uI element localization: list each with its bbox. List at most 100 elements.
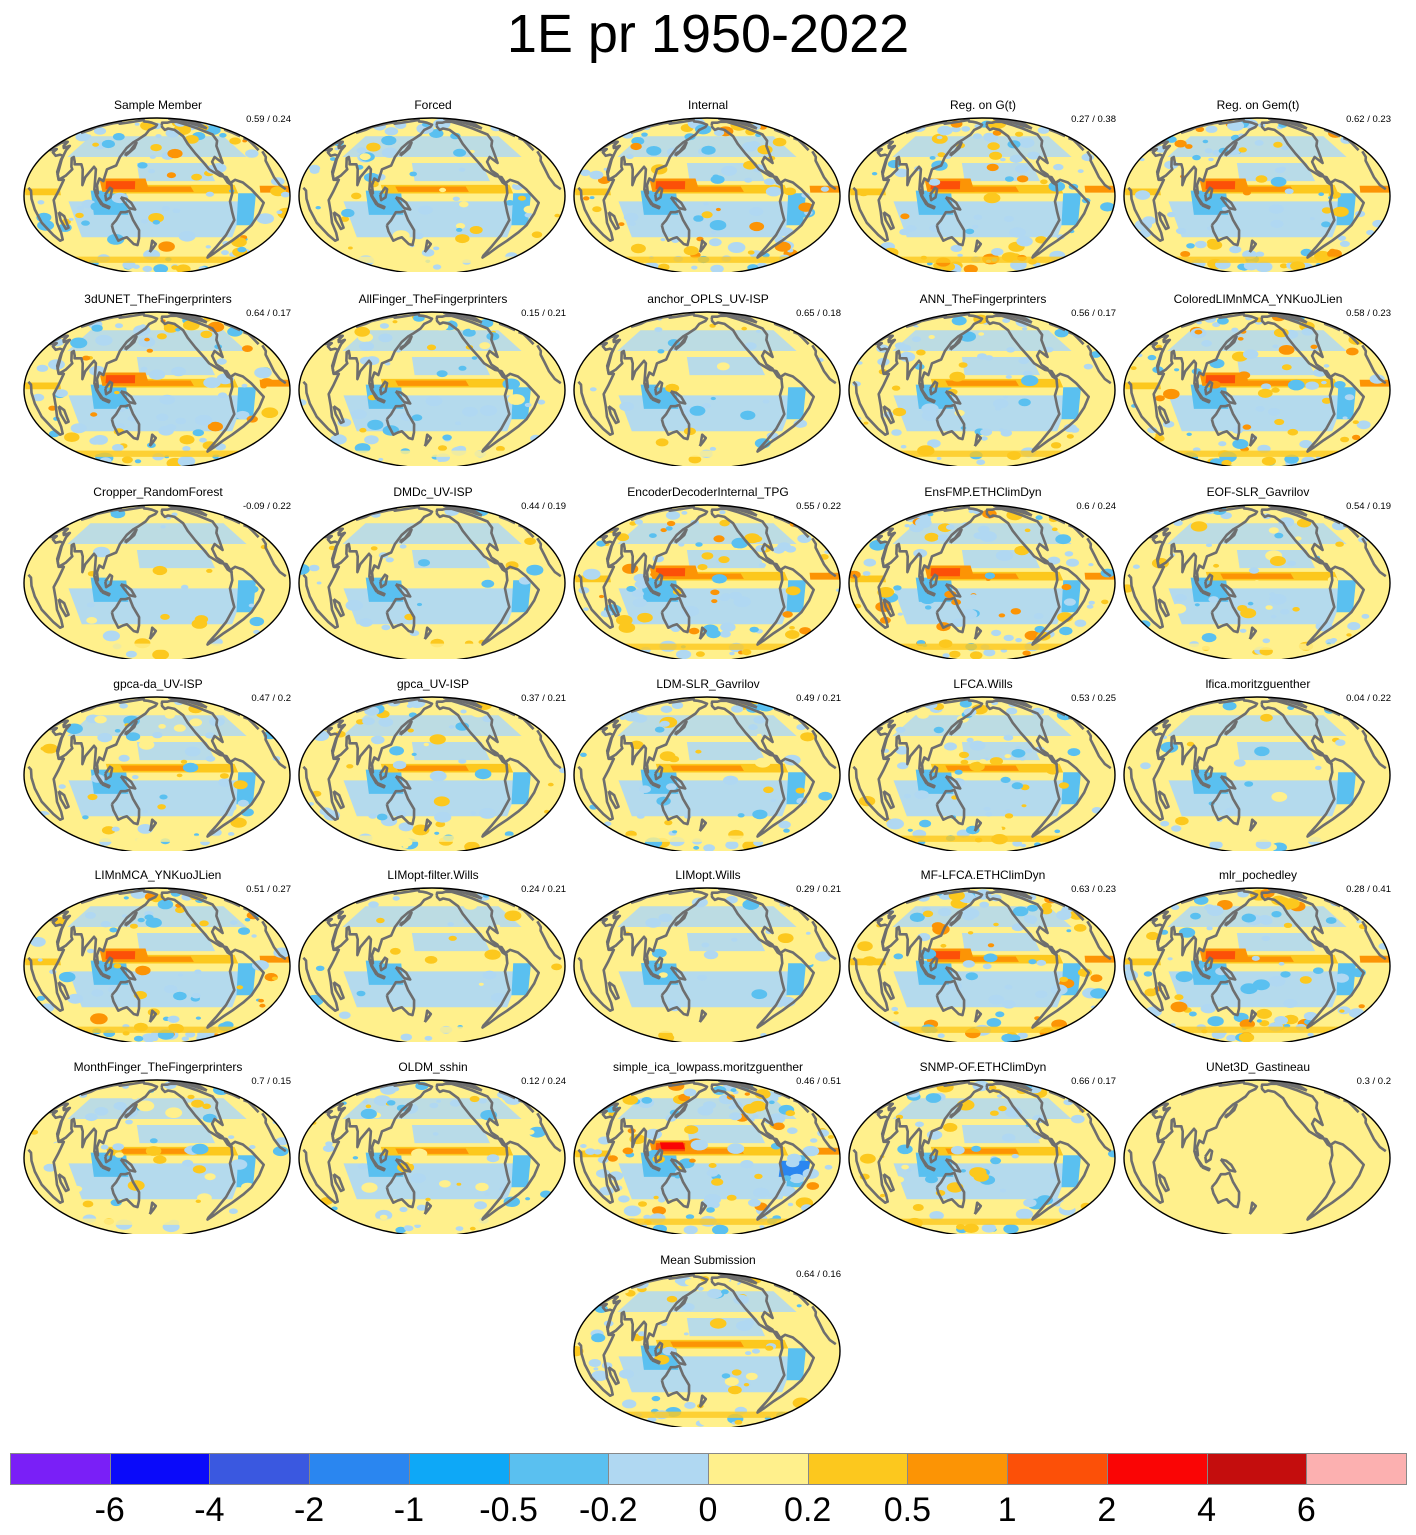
- panel-title: OLDM_sshin: [398, 1060, 468, 1074]
- panel-stats: 0.49 / 0.21: [796, 693, 841, 704]
- map-panel: gpca-da_UV-ISP 0.47 / 0.2: [23, 677, 303, 857]
- globe-map: [1123, 117, 1391, 272]
- globe-map: [573, 696, 841, 851]
- panel-title: simple_ica_lowpass.moritzguenther: [612, 1060, 804, 1074]
- colorbar-swatch: [708, 1453, 809, 1485]
- panel-stats: 0.54 / 0.19: [1346, 501, 1391, 512]
- colorbar-tick-label: -4: [194, 1491, 225, 1529]
- map-panel: anchor_OPLS_UV-ISP 0.65 / 0.18: [573, 292, 853, 472]
- map-panel: SNMP-OF.ETHClimDyn 0.66 / 0.17: [848, 1060, 1128, 1240]
- panel-stats: 0.55 / 0.22: [796, 501, 841, 512]
- globe-map: [848, 1079, 1116, 1234]
- panel-title: Reg. on Gem(t): [1216, 98, 1300, 112]
- panel-stats: 0.65 / 0.18: [796, 308, 841, 319]
- panel-stats: 0.28 / 0.41: [1346, 884, 1391, 895]
- colorbar-tick-label: 1: [997, 1491, 1017, 1529]
- map-panel: MonthFinger_TheFingerprinters 0.7 / 0.15: [23, 1060, 303, 1240]
- panel-title: ColoredLIMnMCA_YNKuoJLien: [1173, 292, 1343, 306]
- colorbar-tick-label: 0.5: [883, 1491, 932, 1529]
- colorbar: [10, 1453, 1407, 1487]
- globe-map: [23, 887, 291, 1042]
- globe-map: [1123, 1079, 1391, 1234]
- globe-map: [298, 1079, 566, 1234]
- map-panel: gpca_UV-ISP 0.37 / 0.21: [298, 677, 578, 857]
- panel-title: gpca_UV-ISP: [396, 677, 470, 691]
- panel-stats: 0.37 / 0.21: [521, 693, 566, 704]
- panel-title: Mean Submission: [660, 1253, 756, 1267]
- map-panel: EnsFMP.ETHClimDyn 0.6 / 0.24: [848, 485, 1128, 665]
- panel-stats: 0.7 / 0.15: [251, 1076, 291, 1087]
- panel-title: ANN_TheFingerprinters: [919, 292, 1047, 306]
- colorbar-labels: -6 -4 -2 -1 -0.5 -0.2 0 0.2 0.5 1 2 4 6: [0, 1488, 1416, 1533]
- map-panel: LIMopt-filter.Wills 0.24 / 0.21: [298, 868, 578, 1048]
- map-panel: Forced: [298, 98, 578, 278]
- globe-map: [1123, 887, 1391, 1042]
- globe-map: [848, 696, 1116, 851]
- panel-title: Forced: [414, 98, 452, 112]
- panel-stats: 0.63 / 0.23: [1071, 884, 1116, 895]
- panel-stats: 0.59 / 0.24: [246, 114, 291, 125]
- colorbar-swatch: [807, 1453, 909, 1485]
- map-panel: OLDM_sshin 0.12 / 0.24: [298, 1060, 578, 1240]
- map-panel: Mean Submission 0.64 / 0.16: [573, 1253, 853, 1433]
- panel-stats: 0.29 / 0.21: [796, 884, 841, 895]
- globe-map: [848, 117, 1116, 272]
- globe-map: [848, 311, 1116, 466]
- panel-stats: 0.6 / 0.24: [1076, 501, 1116, 512]
- globe-map: [23, 117, 291, 272]
- colorbar-swatch: [109, 1453, 211, 1485]
- panel-title: mlr_pochedley: [1218, 868, 1298, 882]
- panel-title: EnsFMP.ETHClimDyn: [924, 485, 1042, 499]
- panel-stats: 0.47 / 0.2: [251, 693, 291, 704]
- panel-title: LDM-SLR_Gavrilov: [656, 677, 760, 691]
- colorbar-swatch: [209, 1453, 311, 1485]
- globe-map: [298, 117, 566, 272]
- panel-stats: 0.62 / 0.23: [1346, 114, 1391, 125]
- map-panel: ANN_TheFingerprinters 0.56 / 0.17: [848, 292, 1128, 472]
- map-panel: MF-LFCA.ETHClimDyn 0.63 / 0.23: [848, 868, 1128, 1048]
- colorbar-tick-label: -2: [293, 1491, 325, 1529]
- colorbar-tick-label: 2: [1097, 1491, 1117, 1529]
- globe-map: [23, 696, 291, 851]
- globe-map: [23, 311, 291, 466]
- colorbar-tick-label: -0.2: [579, 1491, 638, 1529]
- panel-title: LIMopt-filter.Wills: [387, 868, 479, 882]
- panel-stats: 0.53 / 0.25: [1071, 693, 1116, 704]
- map-panel: LIMnMCA_YNKuoJLien 0.51 / 0.27: [23, 868, 303, 1048]
- map-panel: mlr_pochedley 0.28 / 0.41: [1123, 868, 1403, 1048]
- panel-stats: 0.66 / 0.17: [1071, 1076, 1116, 1087]
- panel-title: Sample Member: [113, 98, 203, 112]
- panel-title: LFCA.Wills: [953, 677, 1013, 691]
- map-panel: Sample Member 0.59 / 0.24: [23, 98, 303, 278]
- map-panel: EOF-SLR_Gavrilov 0.54 / 0.19: [1123, 485, 1403, 665]
- colorbar-tick-label: -6: [94, 1491, 125, 1529]
- map-panel: lfica.moritzguenther 0.04 / 0.22: [1123, 677, 1403, 857]
- globe-map: [573, 504, 841, 659]
- panel-stats: 0.58 / 0.23: [1346, 308, 1391, 319]
- panel-stats: 0.56 / 0.17: [1071, 308, 1116, 319]
- panel-title: anchor_OPLS_UV-ISP: [647, 292, 769, 306]
- panel-stats: 0.64 / 0.16: [796, 1269, 841, 1280]
- map-panel: EncoderDecoderInternal_TPG 0.55 / 0.22: [573, 485, 853, 665]
- colorbar-swatch: [907, 1453, 1009, 1485]
- panel-stats: 0.27 / 0.38: [1071, 114, 1116, 125]
- panel-title: MF-LFCA.ETHClimDyn: [920, 868, 1046, 882]
- map-panel: Cropper_RandomForest -0.09 / 0.22: [23, 485, 303, 665]
- panel-title: LIMnMCA_YNKuoJLien: [94, 868, 222, 882]
- map-panel: simple_ica_lowpass.moritzguenther 0.46 / …: [573, 1060, 853, 1240]
- panel-stats: 0.24 / 0.21: [521, 884, 566, 895]
- panel-stats: 0.46 / 0.51: [796, 1076, 841, 1087]
- globe-map: [23, 504, 291, 659]
- panel-stats: 0.64 / 0.17: [246, 308, 291, 319]
- map-panel: DMDc_UV-ISP 0.44 / 0.19: [298, 485, 578, 665]
- panel-title: gpca-da_UV-ISP: [113, 677, 203, 691]
- map-panel: LIMopt.Wills 0.29 / 0.21: [573, 868, 853, 1048]
- globe-map: [298, 696, 566, 851]
- colorbar-swatch: [1106, 1453, 1208, 1485]
- map-panel: LDM-SLR_Gavrilov 0.49 / 0.21: [573, 677, 853, 857]
- panel-stats: -0.09 / 0.22: [242, 501, 291, 512]
- panel-title: UNet3D_Gastineau: [1205, 1060, 1311, 1074]
- map-panel: Internal: [573, 98, 853, 278]
- colorbar-tick-label: -1: [393, 1491, 425, 1529]
- globe-map: [573, 311, 841, 466]
